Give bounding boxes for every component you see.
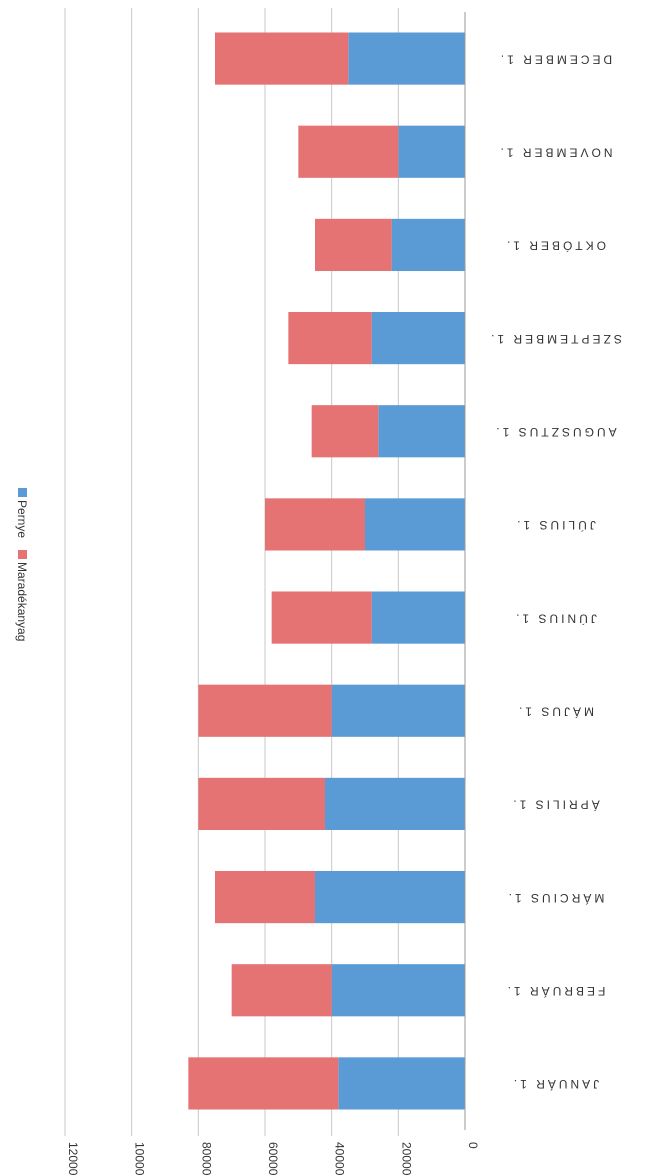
- legend-label-maradekanyag: Maradékanyag: [15, 562, 29, 641]
- legend-swatch-pernye: [18, 488, 27, 497]
- legend-item-maradekanyag: Maradékanyag: [15, 550, 29, 641]
- bar-pernye: [391, 218, 465, 272]
- legend-swatch-maradekanyag: [18, 550, 27, 559]
- x-tick-label: 120000: [66, 1142, 80, 1175]
- category-label: AUGUSZTUS 1.: [493, 425, 616, 439]
- bar-maradekanyag: [188, 1057, 339, 1110]
- category-label: SZEPTEMBER 1.: [488, 332, 622, 346]
- x-tick-label: 0: [466, 1142, 480, 1149]
- category-label: ÁPRILIS 1.: [510, 798, 599, 813]
- x-tick-label: 60000: [266, 1142, 280, 1175]
- bar-maradekanyag: [271, 591, 372, 644]
- x-tick-label: 40000: [333, 1142, 347, 1175]
- category-label: JÚLIUS 1.: [514, 518, 596, 533]
- bar-maradekanyag: [311, 405, 379, 458]
- bar-pernye: [378, 405, 465, 458]
- bar-pernye: [348, 32, 465, 85]
- category-label: JANUÁR 1.: [511, 1077, 599, 1092]
- bar-pernye: [398, 125, 465, 178]
- bar-pernye: [365, 498, 465, 551]
- bar-pernye: [325, 777, 465, 831]
- bar-pernye: [371, 311, 465, 365]
- category-label: NOVEMBER 1.: [497, 146, 612, 160]
- bar-maradekanyag: [315, 218, 392, 272]
- bar-pernye: [331, 684, 465, 737]
- bar-maradekanyag: [288, 311, 372, 365]
- bar-pernye: [315, 870, 465, 924]
- bar-maradekanyag: [198, 777, 325, 831]
- category-label: MÁRCIUS 1.: [506, 891, 605, 906]
- bar-pernye: [371, 591, 465, 644]
- value-axis-ticks: 0 20000 40000 60000 80000 100000 120000: [66, 1142, 480, 1175]
- x-tick-label: 20000: [399, 1142, 413, 1175]
- category-label: MÁJUS 1.: [516, 705, 594, 720]
- category-labels: JANUÁR 1. FEBRUÁR 1. MÁRCIUS 1. ÁPRILIS 1. M…: [488, 52, 622, 1092]
- bar-maradekanyag: [215, 870, 315, 924]
- bar-maradekanyag: [298, 125, 399, 178]
- bar-maradekanyag: [265, 498, 365, 551]
- x-tick-label: 100000: [133, 1142, 147, 1175]
- legend-item-pernye: Pernye: [15, 488, 29, 538]
- category-label: DECEMBER 1.: [498, 52, 612, 66]
- bar-maradekanyag: [231, 964, 332, 1017]
- bar-pernye: [331, 964, 465, 1017]
- category-label: JÚNIUS 1.: [513, 611, 597, 626]
- category-label: OKTÓBER 1.: [504, 239, 606, 254]
- bar-maradekanyag: [215, 32, 349, 85]
- legend-label-pernye: Pernye: [15, 500, 29, 538]
- legend: Pernye Maradékanyag: [15, 488, 29, 641]
- x-tick-label: 80000: [199, 1142, 213, 1175]
- bar-pernye: [338, 1057, 465, 1110]
- bar-maradekanyag: [198, 684, 332, 737]
- category-label: FEBRUÁR 1.: [505, 984, 606, 999]
- gridlines: [64, 8, 399, 1136]
- bars: [188, 32, 465, 1110]
